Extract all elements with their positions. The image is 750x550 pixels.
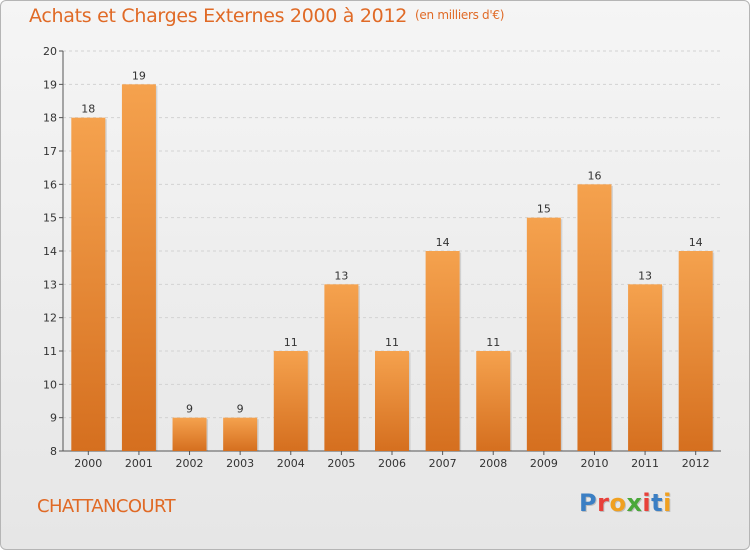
bar-2002	[172, 417, 207, 451]
chart-subtitle: (en milliers d'€)	[415, 8, 505, 22]
value-label: 14	[689, 236, 703, 249]
x-tick-label: 2004	[277, 457, 305, 470]
value-label: 11	[486, 336, 500, 349]
x-tick-label: 2011	[631, 457, 659, 470]
bar-2006	[375, 351, 409, 451]
value-label: 14	[436, 236, 450, 249]
logo-letter: P	[579, 489, 598, 517]
bar-2000	[71, 117, 106, 452]
bar-2011	[628, 284, 663, 451]
logo-letter: o	[609, 489, 627, 517]
bar-2009	[526, 217, 561, 451]
x-tick-label: 2000	[74, 457, 102, 470]
x-tick-label: 2002	[176, 457, 204, 470]
y-tick-label: 20	[43, 45, 57, 58]
x-tick-label: 2005	[327, 457, 355, 470]
x-tick-label: 2006	[378, 457, 406, 470]
chart-title: Achats et Charges Externes 2000 à 2012 (e…	[29, 5, 505, 27]
x-tick-label: 2001	[125, 457, 153, 470]
bar-2001	[121, 84, 156, 451]
logo-letter: x	[626, 489, 643, 517]
logo-letter: r	[597, 489, 610, 517]
town-name: CHATTANCOURT	[37, 496, 176, 517]
bar-2004	[273, 351, 308, 451]
x-tick-label: 2012	[682, 457, 710, 470]
y-tick-label: 11	[43, 345, 57, 358]
bar-2010	[577, 184, 612, 452]
logo-letter: t	[651, 489, 664, 517]
proxiti-logo[interactable]: Proxiti	[579, 489, 672, 517]
bar-2012	[678, 251, 713, 451]
bars	[71, 84, 715, 452]
x-tick-label: 2007	[429, 457, 457, 470]
y-tick-label: 18	[43, 112, 57, 125]
logo-letter: i	[642, 489, 652, 517]
bar-2005	[324, 284, 359, 451]
value-label: 16	[587, 169, 601, 182]
x-tick-label: 2003	[226, 457, 254, 470]
y-tick-label: 12	[43, 312, 57, 325]
y-tick-label: 13	[43, 278, 57, 291]
value-label: 13	[638, 269, 652, 282]
y-tick-label: 16	[43, 178, 57, 191]
x-tick-label: 2008	[479, 457, 507, 470]
logo-letter: i	[663, 489, 672, 517]
value-label: 9	[186, 403, 193, 416]
value-label: 13	[334, 269, 348, 282]
bar-2008	[476, 351, 511, 451]
y-tick-label: 10	[43, 378, 57, 391]
value-label: 18	[81, 103, 95, 116]
value-label: 11	[385, 336, 399, 349]
y-tick-label: 17	[43, 145, 57, 158]
y-tick-label: 15	[43, 212, 57, 225]
y-tick-label: 14	[43, 245, 57, 258]
bar-2007	[425, 251, 460, 451]
value-label: 19	[132, 69, 146, 82]
x-tick-label: 2009	[530, 457, 558, 470]
bar-2003	[223, 417, 258, 451]
y-tick-label: 8	[50, 445, 57, 458]
value-label: 9	[237, 403, 244, 416]
y-tick-label: 9	[50, 412, 57, 425]
value-label: 11	[284, 336, 298, 349]
labels: 8 9 10 11 12 13 14 15 16 17 18 19 20 18 2000 19 2001 9 200…	[43, 45, 710, 470]
y-tick-label: 19	[43, 78, 57, 91]
value-label: 15	[537, 203, 551, 216]
x-tick-label: 2010	[580, 457, 608, 470]
